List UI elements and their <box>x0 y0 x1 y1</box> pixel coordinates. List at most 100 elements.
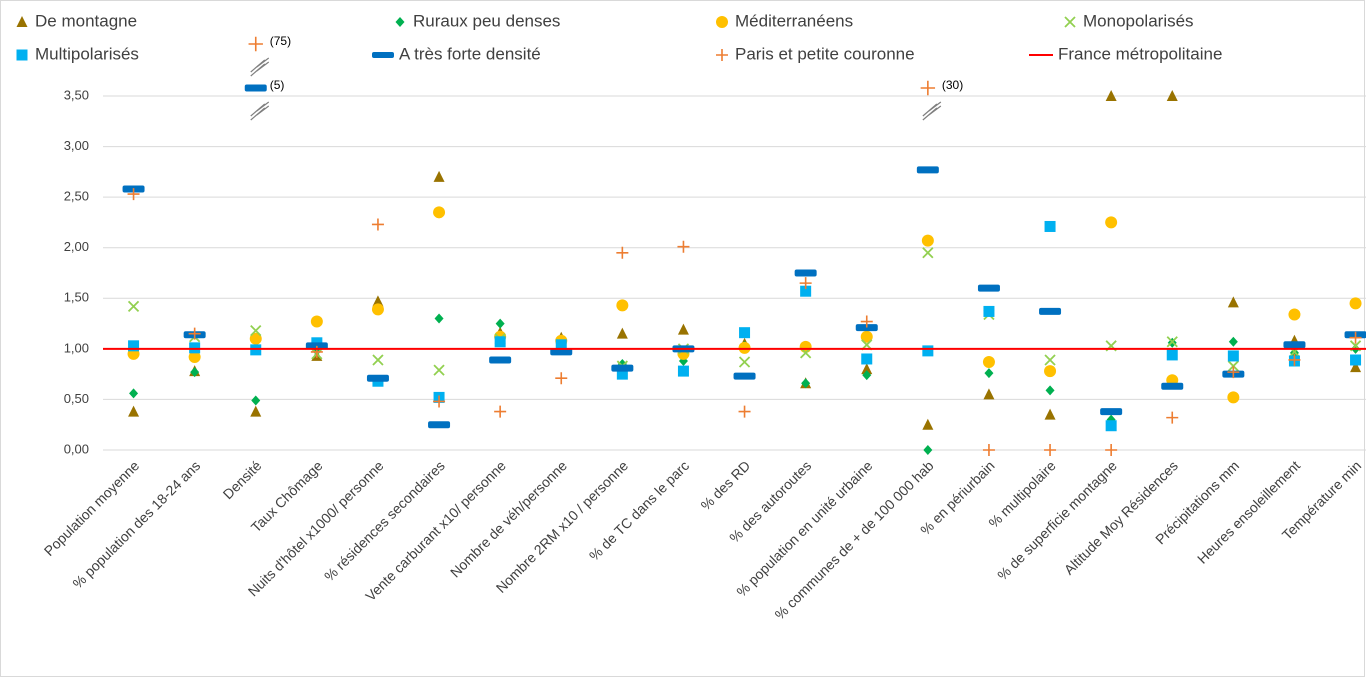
marker-square <box>250 344 262 356</box>
marker-square <box>983 305 995 317</box>
marker-dash <box>611 364 634 372</box>
marker-plus <box>371 218 384 231</box>
legend-swatch <box>372 52 394 58</box>
marker-dash <box>1161 382 1184 390</box>
marker-diamond <box>434 313 444 324</box>
marker-triangle <box>1350 361 1362 373</box>
marker-circle <box>738 341 751 354</box>
marker-diamond <box>1045 385 1055 396</box>
marker-triangle <box>128 405 140 417</box>
legend-entry: Monopolarisés <box>1064 11 1194 30</box>
marker-diamond <box>923 445 933 455</box>
marker-dash <box>916 166 939 174</box>
marker-plus <box>433 395 446 408</box>
axis-break-symbol <box>250 101 270 121</box>
marker-plus <box>677 240 690 253</box>
marker-triangle <box>250 405 262 417</box>
legend-label: A très forte densité <box>399 44 541 63</box>
marker-circle <box>188 350 201 363</box>
marker-triangle <box>861 363 873 375</box>
marker-square <box>1350 354 1362 366</box>
marker-square <box>128 340 140 352</box>
y-tick-label: 3,50 <box>64 87 89 102</box>
legend-entry: Multipolarisés <box>16 44 139 63</box>
marker-circle <box>1105 216 1118 229</box>
marker-square <box>1105 420 1117 432</box>
legend-swatch <box>1064 16 1076 28</box>
marker-diamond <box>862 370 872 381</box>
marker-square <box>494 336 506 348</box>
marker-square <box>555 339 567 351</box>
marker-triangle <box>1044 408 1056 420</box>
marker-dash <box>550 348 573 356</box>
y-tick-label: 0,50 <box>64 391 89 406</box>
y-tick-label: 1,00 <box>64 340 89 355</box>
marker-triangle <box>372 295 384 307</box>
legend-label: Méditerranéens <box>735 11 853 30</box>
marker-x <box>1166 336 1178 348</box>
marker-square <box>189 342 201 354</box>
marker-triangle <box>677 323 689 335</box>
marker-circle <box>799 340 812 353</box>
marker-x <box>250 325 262 337</box>
marker-dash <box>489 356 512 364</box>
marker-plus <box>1044 444 1057 456</box>
marker-plus <box>1288 353 1301 366</box>
legend-entry: Paris et petite couronne <box>716 44 915 63</box>
data-label: (5) <box>270 78 285 92</box>
marker-circle <box>1227 391 1240 404</box>
marker-square <box>1044 220 1056 232</box>
marker-plus <box>616 246 629 259</box>
marker-dash <box>855 324 878 332</box>
marker-circle <box>433 206 446 219</box>
legend-label: Multipolarisés <box>35 44 139 63</box>
marker-diamond <box>801 378 811 389</box>
legend-label: Paris et petite couronne <box>735 44 915 63</box>
marker-plus <box>799 277 812 290</box>
marker-plus <box>1105 444 1118 456</box>
data-label: (30) <box>942 78 963 92</box>
marker-square <box>922 345 934 357</box>
marker-circle <box>249 332 262 345</box>
marker-plus <box>248 36 263 52</box>
marker-circle <box>310 315 323 328</box>
axis-break-symbol <box>250 57 270 77</box>
y-tick-label: 2,50 <box>64 189 89 204</box>
marker-dash <box>1039 307 1062 315</box>
marker-diamond <box>495 318 505 329</box>
marker-circle <box>616 299 629 312</box>
legend-entry: Méditerranéens <box>716 11 853 30</box>
marker-square <box>1166 349 1178 361</box>
marker-dash <box>305 342 328 350</box>
marker-diamond <box>1228 336 1238 347</box>
legend-entry: France métropolitaine <box>1029 44 1222 63</box>
legend-swatch <box>395 17 405 27</box>
marker-diamond <box>129 388 139 399</box>
marker-triangle <box>616 327 628 339</box>
marker-plus <box>920 80 936 96</box>
legend-label: De montagne <box>35 11 137 30</box>
legend-entry: De montagne <box>16 11 137 30</box>
marker-dash <box>1100 408 1123 416</box>
marker-triangle <box>922 418 934 430</box>
marker-dash <box>733 372 756 380</box>
marker-diamond <box>251 395 261 406</box>
marker-plus <box>1227 366 1240 379</box>
marker-circle <box>860 330 873 343</box>
marker-plus <box>555 372 568 385</box>
legend-swatch <box>16 16 28 27</box>
marker-plus <box>127 188 140 201</box>
marker-diamond <box>190 367 200 378</box>
marker-triangle <box>1166 90 1178 101</box>
marker-plus <box>1166 411 1179 424</box>
marker-x <box>433 364 445 376</box>
marker-square <box>861 353 873 365</box>
y-tick-label: 2,00 <box>64 239 89 254</box>
marker-triangle <box>433 170 445 182</box>
marker-circle <box>1044 365 1057 378</box>
data-label: (75) <box>270 34 291 48</box>
marker-x <box>1044 354 1056 366</box>
marker-plus <box>982 444 995 456</box>
